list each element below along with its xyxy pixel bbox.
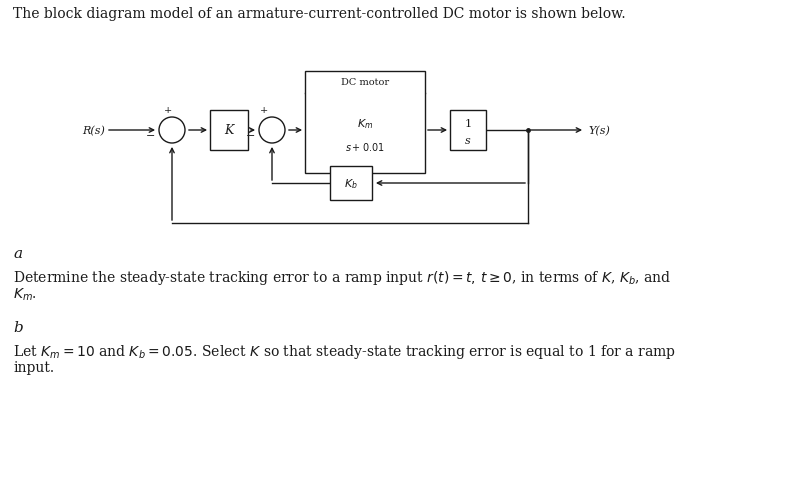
Text: −: −	[246, 131, 255, 141]
Text: +: +	[260, 106, 268, 115]
Bar	[450, 111, 486, 151]
Text: Determine the steady-state tracking error to a ramp input $r(t) = t,\, t \geq 0$: Determine the steady-state tracking erro…	[13, 268, 671, 286]
Text: Let $K_m = 10$ and $K_b = 0.05$. Select $K$ so that steady-state tracking error : Let $K_m = 10$ and $K_b = 0.05$. Select …	[13, 342, 676, 360]
Bar	[305, 72, 425, 174]
Bar	[330, 167, 372, 201]
Text: R(s): R(s)	[82, 125, 105, 136]
Text: b: b	[13, 320, 23, 334]
Text: a: a	[13, 246, 22, 261]
Text: Y(s): Y(s)	[588, 125, 610, 136]
Text: −: −	[146, 131, 155, 141]
Text: input.: input.	[13, 360, 54, 374]
Text: $K_m$: $K_m$	[357, 117, 373, 131]
Bar	[210, 111, 248, 151]
Text: $K_b$: $K_b$	[344, 177, 358, 190]
Text: s: s	[465, 136, 471, 146]
Text: DC motor: DC motor	[341, 79, 389, 87]
Text: K: K	[224, 124, 234, 137]
Text: $K_m$.: $K_m$.	[13, 286, 37, 303]
Text: $s + 0.01$: $s + 0.01$	[345, 141, 385, 153]
Text: 1: 1	[464, 119, 471, 129]
Text: The block diagram model of an armature-current-controlled DC motor is shown belo: The block diagram model of an armature-c…	[13, 7, 626, 21]
Text: +: +	[164, 106, 172, 115]
